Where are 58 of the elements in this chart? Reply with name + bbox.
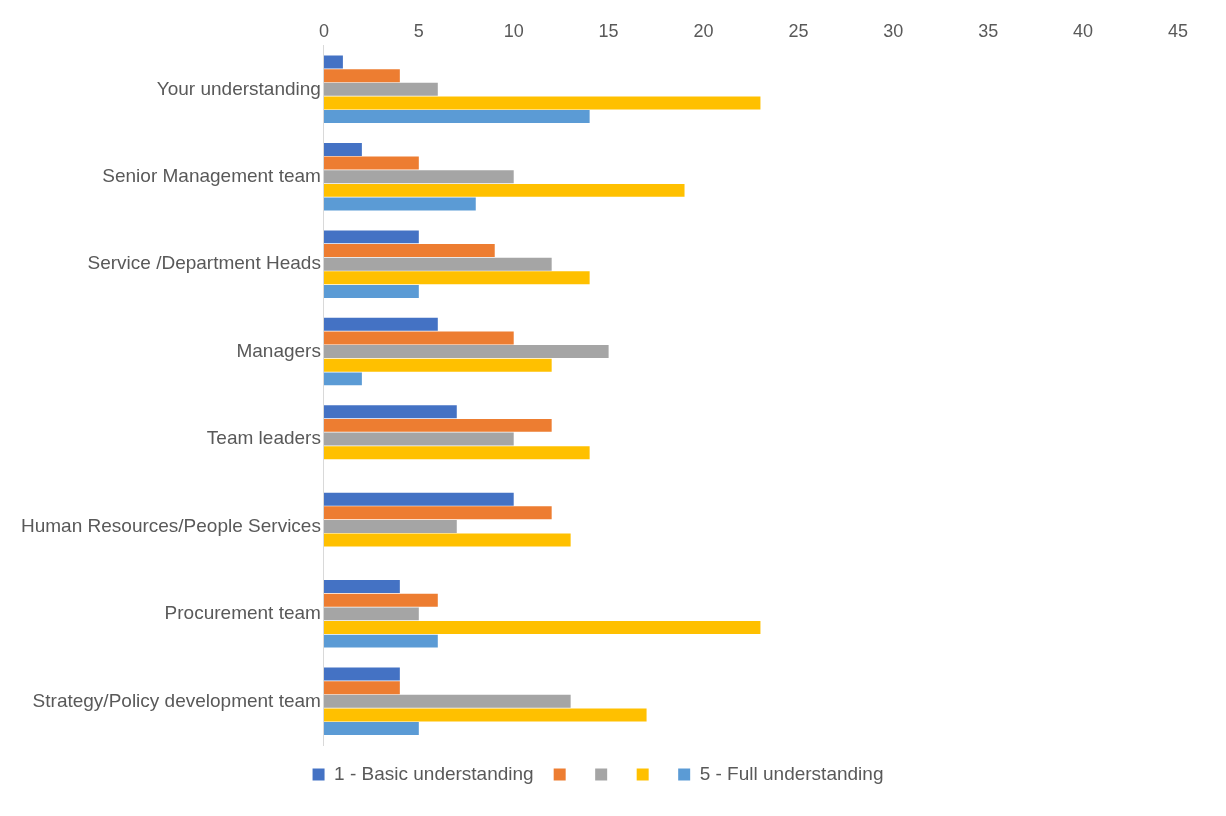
bar (323, 694, 571, 708)
bar (323, 446, 590, 460)
bar (323, 170, 514, 184)
x-tick-label: 45 (1167, 20, 1189, 41)
bar (323, 533, 571, 547)
y-tick-label: Human Resources/People Services (21, 514, 321, 536)
bar (323, 405, 457, 419)
bar (323, 681, 400, 695)
x-tick-label: 30 (883, 20, 904, 41)
bar (323, 372, 362, 386)
bar (323, 432, 514, 446)
bar (323, 506, 552, 520)
y-tick-label: Service /Department Heads (87, 252, 321, 274)
bar (323, 331, 514, 345)
bar (323, 156, 419, 170)
bar (323, 358, 552, 372)
x-tick-label: 35 (978, 20, 999, 41)
bar (323, 284, 419, 298)
bar (323, 492, 514, 506)
bar (323, 345, 609, 359)
y-tick-label: Managers (236, 339, 321, 361)
y-tick-label: Procurement team (164, 602, 321, 624)
y-tick-label: Senior Management team (102, 164, 321, 186)
bar (323, 257, 552, 271)
bar (323, 593, 438, 607)
legend-label: 5 - Full understanding (699, 762, 884, 784)
bar (323, 244, 495, 257)
bar (323, 271, 590, 285)
bar (323, 96, 761, 110)
bar (323, 634, 438, 648)
x-tick-label: 15 (598, 20, 619, 41)
legend-label: 1 - Basic understanding (334, 762, 534, 784)
bar (323, 55, 343, 69)
y-tick-label: Team leaders (206, 427, 321, 449)
bar (323, 183, 685, 197)
bar (323, 667, 400, 681)
bar (323, 722, 419, 736)
y-tick-label: Strategy/Policy development team (32, 689, 321, 711)
bar (323, 708, 647, 722)
x-tick-label: 10 (503, 20, 524, 41)
bar (323, 197, 476, 211)
x-tick-label: 40 (1073, 20, 1094, 41)
x-tick-label: 25 (788, 20, 809, 41)
x-tick-label: 20 (693, 20, 714, 41)
bar (323, 110, 590, 124)
bar (323, 580, 400, 594)
bar (323, 69, 400, 83)
bar (323, 230, 419, 244)
y-tick-label: Your understanding (156, 77, 321, 99)
bar (323, 607, 419, 621)
bar (323, 621, 761, 634)
x-tick-label: 0 (318, 20, 329, 41)
bar (323, 142, 362, 156)
bar (323, 82, 438, 96)
bar (323, 418, 552, 432)
bar (323, 519, 457, 533)
bar (323, 317, 438, 331)
x-tick-label: 5 (413, 20, 424, 41)
